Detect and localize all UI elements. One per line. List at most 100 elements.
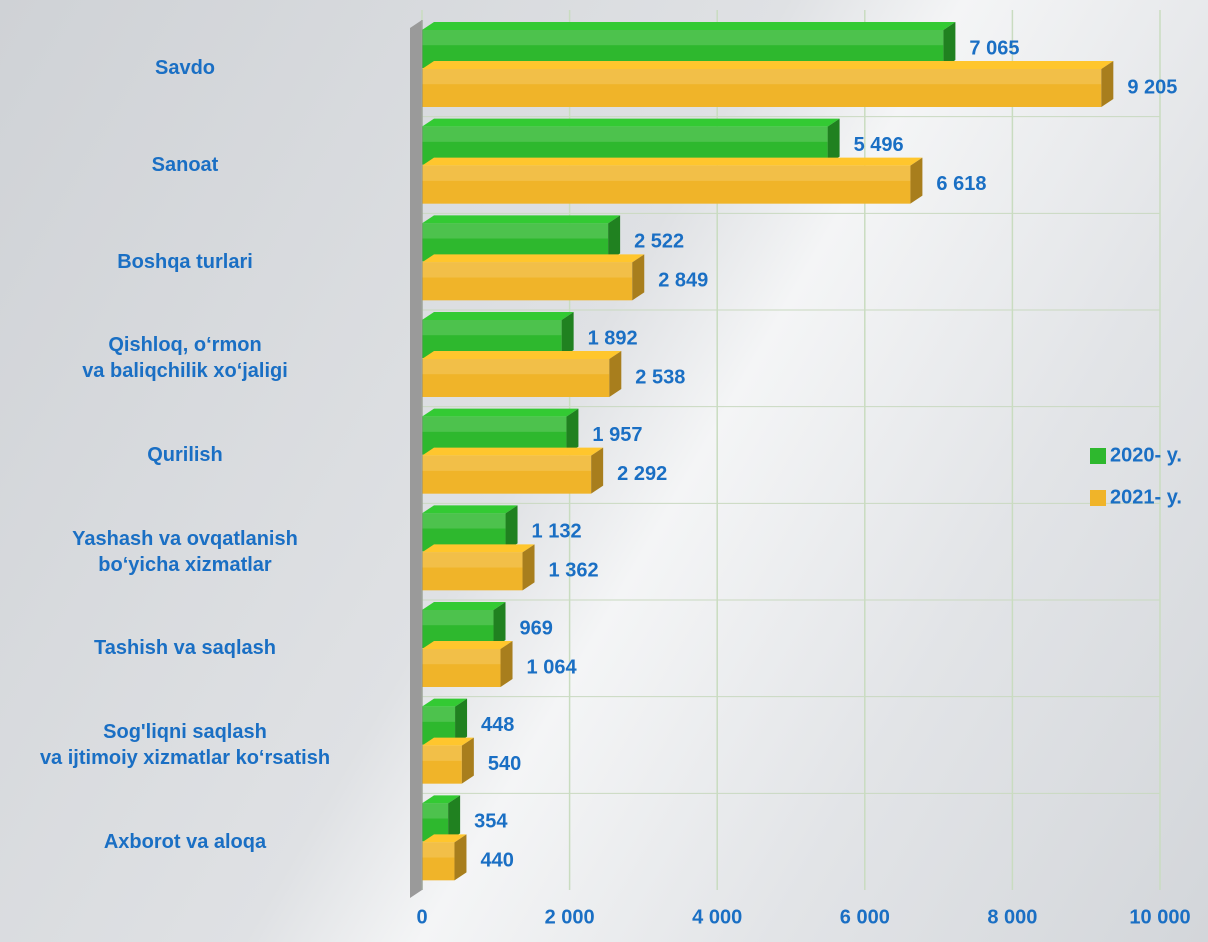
x-tick-label: 6 000	[840, 906, 890, 928]
value-label: 1 892	[588, 327, 638, 349]
bar-side	[827, 118, 840, 165]
x-tick-label: 2 000	[545, 906, 595, 928]
x-tick-label: 4 000	[692, 906, 742, 928]
bar-side	[500, 641, 513, 687]
value-label: 5 496	[854, 134, 904, 156]
bar-shine	[422, 262, 633, 278]
value-label: 2 538	[635, 366, 685, 388]
bar-shine	[422, 126, 828, 142]
bar-side	[566, 408, 579, 455]
legend-swatch	[1090, 490, 1106, 506]
legend-label: 2021- y.	[1110, 486, 1182, 508]
value-label: 2 522	[634, 231, 684, 253]
value-label: 1 132	[532, 521, 582, 543]
bar-side	[943, 22, 956, 68]
value-label: 6 618	[936, 173, 986, 195]
value-label: 7 065	[969, 37, 1019, 59]
bar-top	[422, 351, 622, 359]
bar-top	[422, 834, 467, 843]
bar-side	[448, 795, 461, 842]
bar-top	[422, 215, 621, 224]
category-label: Sanoat	[151, 154, 219, 176]
bar-top	[422, 312, 574, 320]
bar	[422, 552, 523, 591]
bar-top	[422, 118, 840, 127]
bar-side	[1101, 61, 1114, 107]
category-label: Boshqa turlari	[117, 250, 253, 273]
value-label: 354	[474, 811, 508, 833]
value-label: 1 064	[527, 656, 578, 678]
bar-side	[522, 544, 535, 591]
category-label: Qishloq, o‘rmon va baliqchilik xo‘jaligi	[82, 334, 288, 383]
value-label: 440	[480, 850, 513, 872]
bar-side	[505, 505, 518, 552]
bar-top	[422, 408, 579, 417]
bar-shine	[422, 223, 609, 239]
bar-shine	[422, 455, 592, 471]
bar	[422, 745, 462, 784]
bar-shine	[422, 842, 455, 858]
value-label: 9 205	[1127, 76, 1177, 98]
bar-top	[422, 22, 956, 30]
bar-side	[632, 254, 645, 301]
bar-side	[493, 602, 506, 648]
bar-top	[422, 505, 518, 514]
bar	[422, 649, 501, 687]
bar-top	[422, 254, 645, 263]
bar-top	[422, 157, 923, 166]
bar-side	[561, 312, 574, 358]
value-label: 2 849	[658, 270, 708, 292]
bar-top	[422, 795, 461, 804]
bar-side	[608, 215, 621, 262]
bar-side	[461, 737, 474, 784]
bar-shine	[422, 359, 610, 375]
bar	[422, 842, 455, 881]
bar-shine	[422, 513, 506, 529]
x-tick-label: 10 000	[1129, 906, 1190, 928]
category-label: Yashash va ovqatlanish bo‘yicha xizmatla…	[72, 527, 298, 576]
bar-top	[422, 641, 513, 649]
bar-shine	[422, 30, 944, 46]
category-label: Qurilish	[147, 444, 223, 466]
bar-shine	[422, 320, 562, 336]
value-label: 448	[481, 714, 514, 736]
bar-shine	[422, 649, 501, 665]
x-tick-label: 0	[416, 906, 427, 928]
value-label: 1 362	[549, 560, 599, 582]
bar-side	[910, 157, 923, 204]
bar	[422, 455, 592, 494]
axis-wall	[410, 20, 422, 898]
bar	[422, 69, 1102, 107]
bar-top	[422, 447, 604, 456]
bar-side	[455, 698, 468, 745]
bar-shine	[422, 69, 1102, 85]
value-label: 1 957	[592, 424, 642, 446]
bar-side	[591, 447, 604, 494]
bar-side	[609, 351, 622, 397]
value-label: 2 292	[617, 463, 667, 485]
bar-shine	[422, 416, 567, 432]
bar-top	[422, 602, 506, 610]
bar-shine	[422, 745, 462, 761]
category-label: Savdo	[154, 57, 216, 80]
bar-top	[422, 698, 468, 707]
bar-top	[422, 61, 1114, 69]
legend-label: 2020- y.	[1110, 444, 1182, 466]
x-tick-label: 8 000	[987, 906, 1037, 928]
category-label: Sog'liqni saqlash va ijtimoiy xizmatlar …	[39, 721, 331, 769]
bar-top	[422, 544, 535, 553]
category-label: Axborot va aloqa	[103, 830, 267, 853]
value-label: 540	[488, 753, 521, 775]
bar	[422, 262, 633, 301]
bar-shine	[422, 610, 494, 626]
bar-shine	[422, 803, 449, 819]
legend-swatch	[1090, 448, 1106, 464]
bar-top	[422, 737, 474, 746]
bar	[422, 165, 911, 204]
bar-shine	[422, 706, 456, 722]
bar	[422, 359, 610, 397]
bar-shine	[422, 165, 911, 181]
bar-shine	[422, 552, 523, 568]
